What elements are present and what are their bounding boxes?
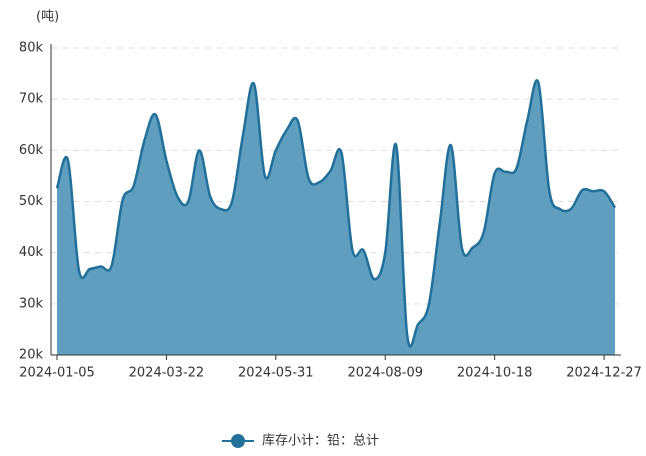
y-unit: (吨) <box>36 10 59 25</box>
x-tick-label: 2024-12-27 <box>566 366 642 381</box>
y-tick-label: 30k <box>19 296 44 311</box>
line <box>55 79 617 348</box>
legend-label: 库存小计：铅：总计 <box>262 433 379 449</box>
legend-marker <box>231 434 245 448</box>
y-tick-label: 60k <box>19 143 44 158</box>
x-tick-label: 2024-10-18 <box>457 366 533 381</box>
x-tick-label: 2024-03-22 <box>129 366 205 381</box>
x-tick-label: 2024-01-05 <box>19 366 95 381</box>
y-tick-label: 50k <box>19 194 44 209</box>
y-tick-label: 20k <box>19 348 44 363</box>
y-tick-label: 70k <box>19 92 44 107</box>
x-tick-label: 2024-08-09 <box>347 366 423 381</box>
y-tick-label: 40k <box>19 245 44 260</box>
x-tick-label: 2024-05-31 <box>238 366 314 381</box>
y-tick-label: 80k <box>19 41 44 56</box>
area <box>57 80 615 356</box>
